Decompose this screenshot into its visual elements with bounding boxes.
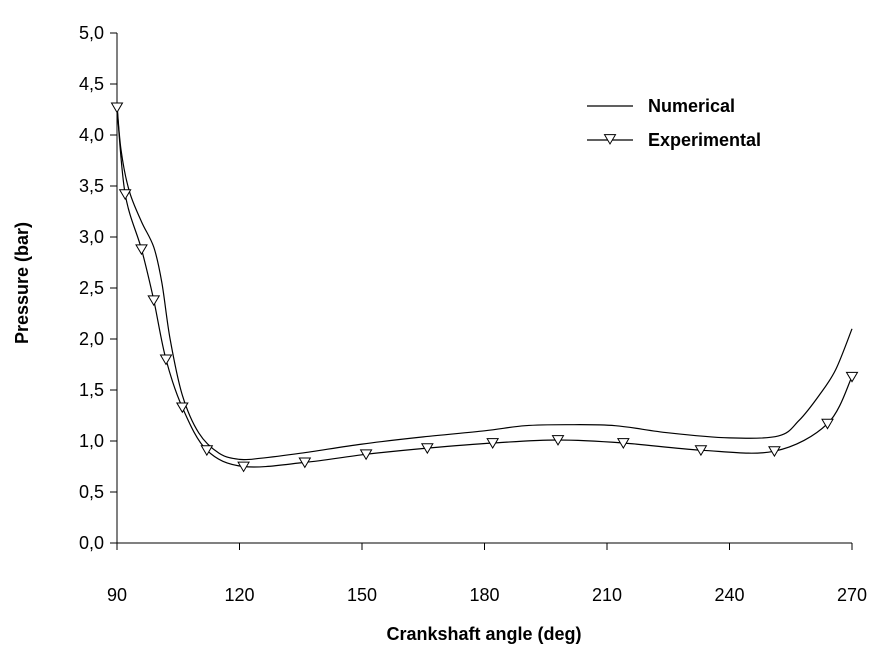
x-tick-label: 90 — [107, 585, 127, 605]
x-axis-title: Crankshaft angle (deg) — [386, 624, 581, 644]
legend-experimental-marker — [603, 134, 617, 145]
experimental-data-point — [694, 445, 708, 457]
x-tick-label: 150 — [347, 585, 377, 605]
experimental-data-point — [200, 445, 214, 457]
y-tick-label: 2,5 — [79, 278, 104, 298]
x-tick-label: 270 — [837, 585, 867, 605]
experimental-data-point — [135, 244, 148, 256]
experimental-data-point — [821, 418, 834, 430]
experimental-data-point — [147, 295, 161, 307]
y-axis-title: Pressure (bar) — [12, 222, 32, 344]
experimental-data-point — [420, 443, 434, 455]
experimental-data-point — [359, 449, 373, 461]
y-tick-label: 2,0 — [79, 329, 104, 349]
experimental-data-point — [298, 457, 312, 469]
y-tick-label: 3,0 — [79, 227, 104, 247]
x-tick-label: 180 — [469, 585, 499, 605]
y-tick-label: 1,5 — [79, 380, 104, 400]
x-tick-label: 240 — [714, 585, 744, 605]
experimental-data-point — [237, 461, 250, 473]
numerical-series-line — [116, 104, 853, 461]
x-tick-label: 120 — [224, 585, 254, 605]
experimental-data-point — [110, 102, 124, 114]
experimental-data-point — [159, 354, 173, 366]
legend-numerical-label: Numerical — [648, 96, 735, 116]
y-tick-label: 5,0 — [79, 23, 104, 43]
experimental-series-line — [116, 107, 853, 468]
y-tick-label: 4,0 — [79, 125, 104, 145]
experimental-data-point — [845, 371, 859, 383]
experimental-data-point — [551, 435, 565, 446]
experimental-data-point — [118, 189, 132, 201]
y-tick-label: 3,5 — [79, 176, 104, 196]
y-tick-label: 4,5 — [79, 74, 104, 94]
legend-experimental-label: Experimental — [648, 130, 761, 150]
experimental-data-point — [486, 438, 500, 449]
y-tick-label: 0,5 — [79, 482, 104, 502]
x-tick-label: 210 — [592, 585, 622, 605]
y-tick-label: 0,0 — [79, 533, 104, 553]
y-tick-label: 1,0 — [79, 431, 104, 451]
experimental-data-point — [175, 402, 189, 414]
experimental-data-point — [616, 438, 630, 449]
experimental-data-point — [768, 446, 781, 458]
